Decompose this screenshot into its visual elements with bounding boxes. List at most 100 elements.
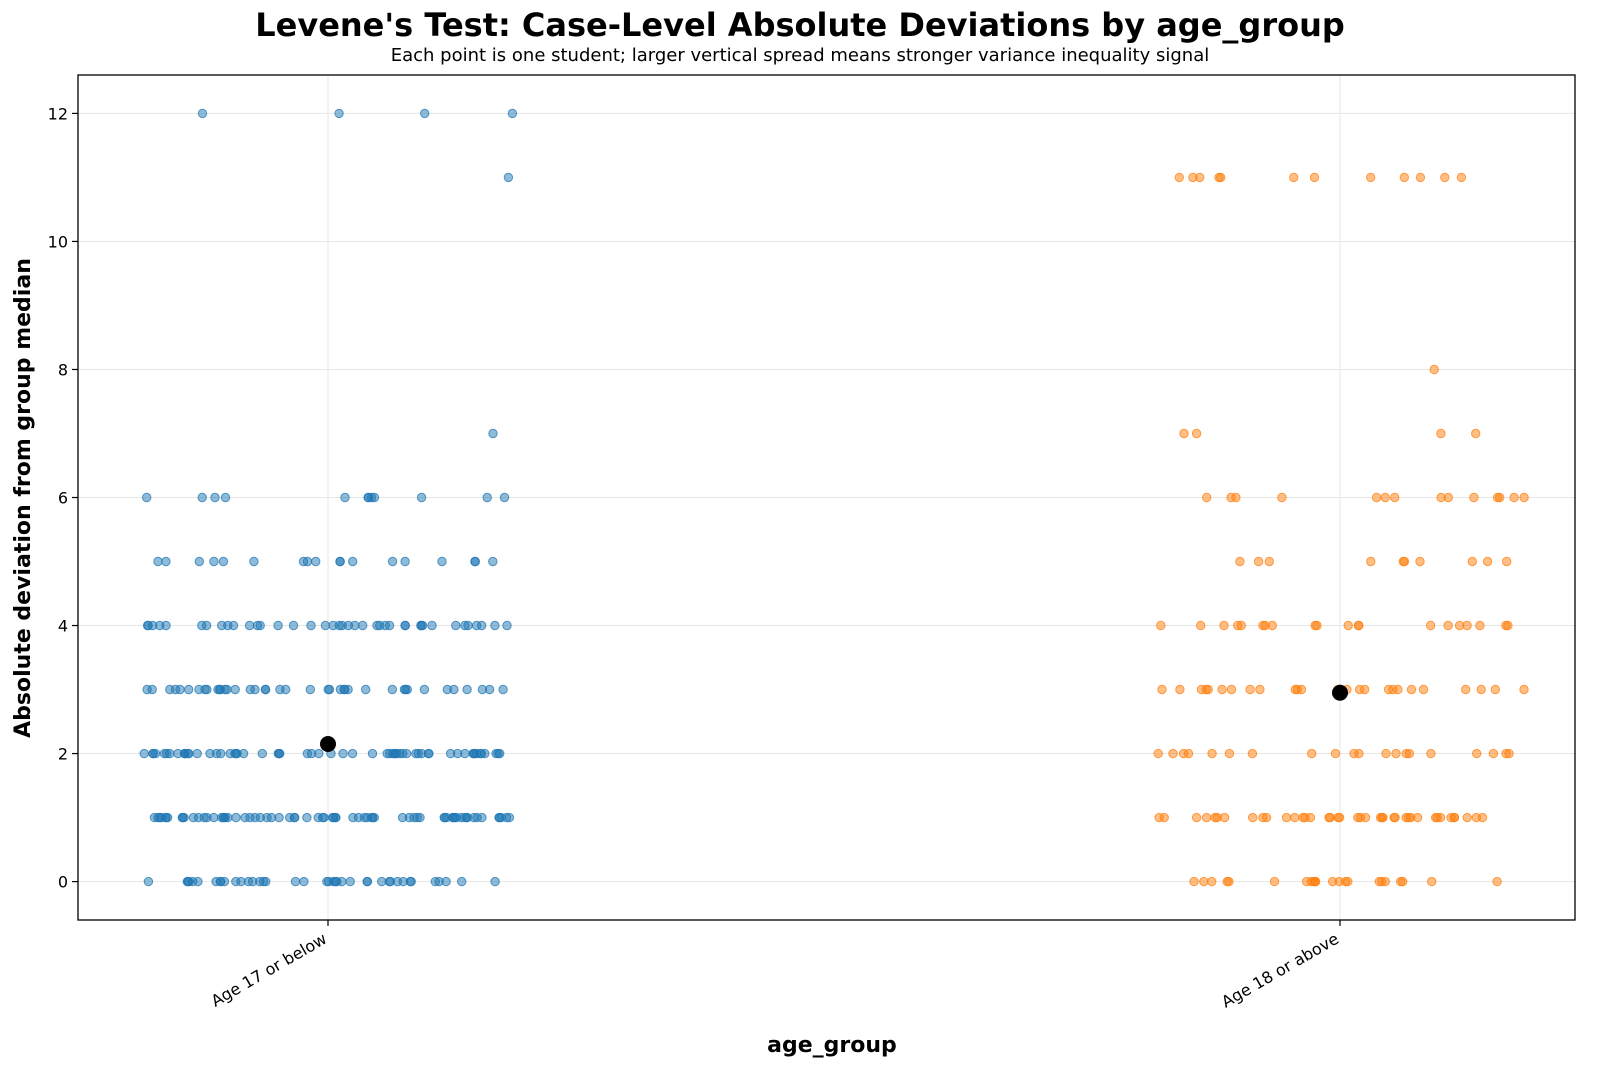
data-point (1245, 684, 1255, 695)
data-point (1519, 492, 1529, 503)
data-point (496, 812, 506, 823)
data-point (194, 556, 205, 567)
data-point (1449, 812, 1460, 823)
data-point (1196, 620, 1206, 631)
data-point (1492, 492, 1503, 503)
data-point (462, 684, 472, 695)
data-point (218, 556, 229, 567)
data-point (502, 620, 512, 631)
data-point (1390, 492, 1400, 503)
data-point (188, 876, 198, 887)
data-point (1396, 876, 1406, 887)
data-point (210, 492, 220, 503)
data-point (249, 556, 259, 567)
data-point (1429, 364, 1439, 375)
data-point (311, 556, 321, 567)
data-point (375, 620, 385, 631)
data-point (1482, 556, 1493, 567)
data-point (209, 812, 219, 823)
data-point (427, 620, 437, 631)
data-point (230, 748, 240, 759)
data-point (1380, 492, 1390, 503)
data-point (397, 812, 408, 823)
data-point (416, 620, 426, 631)
data-point (142, 684, 152, 695)
data-point (1277, 492, 1287, 503)
data-point (1488, 748, 1499, 759)
data-point (142, 492, 152, 503)
data-point (1307, 748, 1317, 759)
data-point (1467, 556, 1478, 567)
data-point (1390, 812, 1400, 823)
data-point (220, 492, 231, 503)
data-point (480, 748, 490, 759)
data-point (491, 748, 501, 759)
data-point (460, 748, 470, 759)
data-point (1343, 620, 1353, 631)
data-point (385, 876, 396, 887)
data-point (362, 876, 372, 887)
data-point (215, 684, 225, 695)
data-point (1503, 620, 1513, 631)
data-point (320, 620, 331, 631)
data-point (490, 876, 500, 887)
data-point (150, 748, 161, 759)
data-point (288, 620, 299, 631)
data-point (302, 556, 313, 567)
data-point (275, 684, 285, 695)
data-point (274, 748, 284, 759)
data-point (197, 108, 208, 119)
data-point (400, 620, 410, 631)
data-point (1366, 556, 1376, 567)
data-point (1393, 684, 1403, 695)
data-point (1377, 812, 1387, 823)
data-point (1189, 876, 1199, 887)
data-point (199, 812, 209, 823)
grid-lines (78, 75, 1575, 920)
data-point (1195, 172, 1205, 183)
data-point (377, 876, 387, 887)
data-point (362, 812, 372, 823)
data-point (1502, 556, 1512, 567)
data-point (499, 492, 510, 503)
data-point (367, 748, 378, 759)
data-point (1330, 748, 1341, 759)
data-point (1398, 556, 1409, 567)
data-point (469, 812, 479, 823)
data-point (1253, 556, 1264, 567)
data-point (460, 812, 470, 823)
data-point (1224, 748, 1235, 759)
x-axis-label: age_group (767, 1033, 897, 1058)
data-point (1472, 748, 1482, 759)
data-point (430, 876, 440, 887)
data-point (1418, 684, 1429, 695)
data-point (139, 748, 149, 759)
data-point (228, 620, 239, 631)
data-point (498, 684, 508, 695)
data-point (1264, 556, 1275, 567)
y-tick-label: 6 (58, 489, 68, 508)
data-point (1415, 556, 1425, 567)
data-point (400, 556, 410, 567)
data-point (161, 556, 171, 567)
data-point (252, 620, 263, 631)
data-point (1226, 684, 1237, 695)
data-point (1354, 748, 1364, 759)
data-point (149, 812, 160, 823)
data-point (1519, 684, 1529, 695)
data-point (1309, 876, 1319, 887)
data-point (490, 620, 500, 631)
data-point (1435, 812, 1446, 823)
data-point (437, 556, 447, 567)
data-point (1269, 876, 1280, 887)
data-point (299, 876, 309, 887)
data-point (274, 812, 284, 823)
data-point (1462, 812, 1472, 823)
data-point (1461, 684, 1471, 695)
data-point (450, 812, 460, 823)
data-point (1289, 172, 1299, 183)
data-point (361, 684, 371, 695)
data-point (328, 620, 338, 631)
data-point (460, 620, 470, 631)
